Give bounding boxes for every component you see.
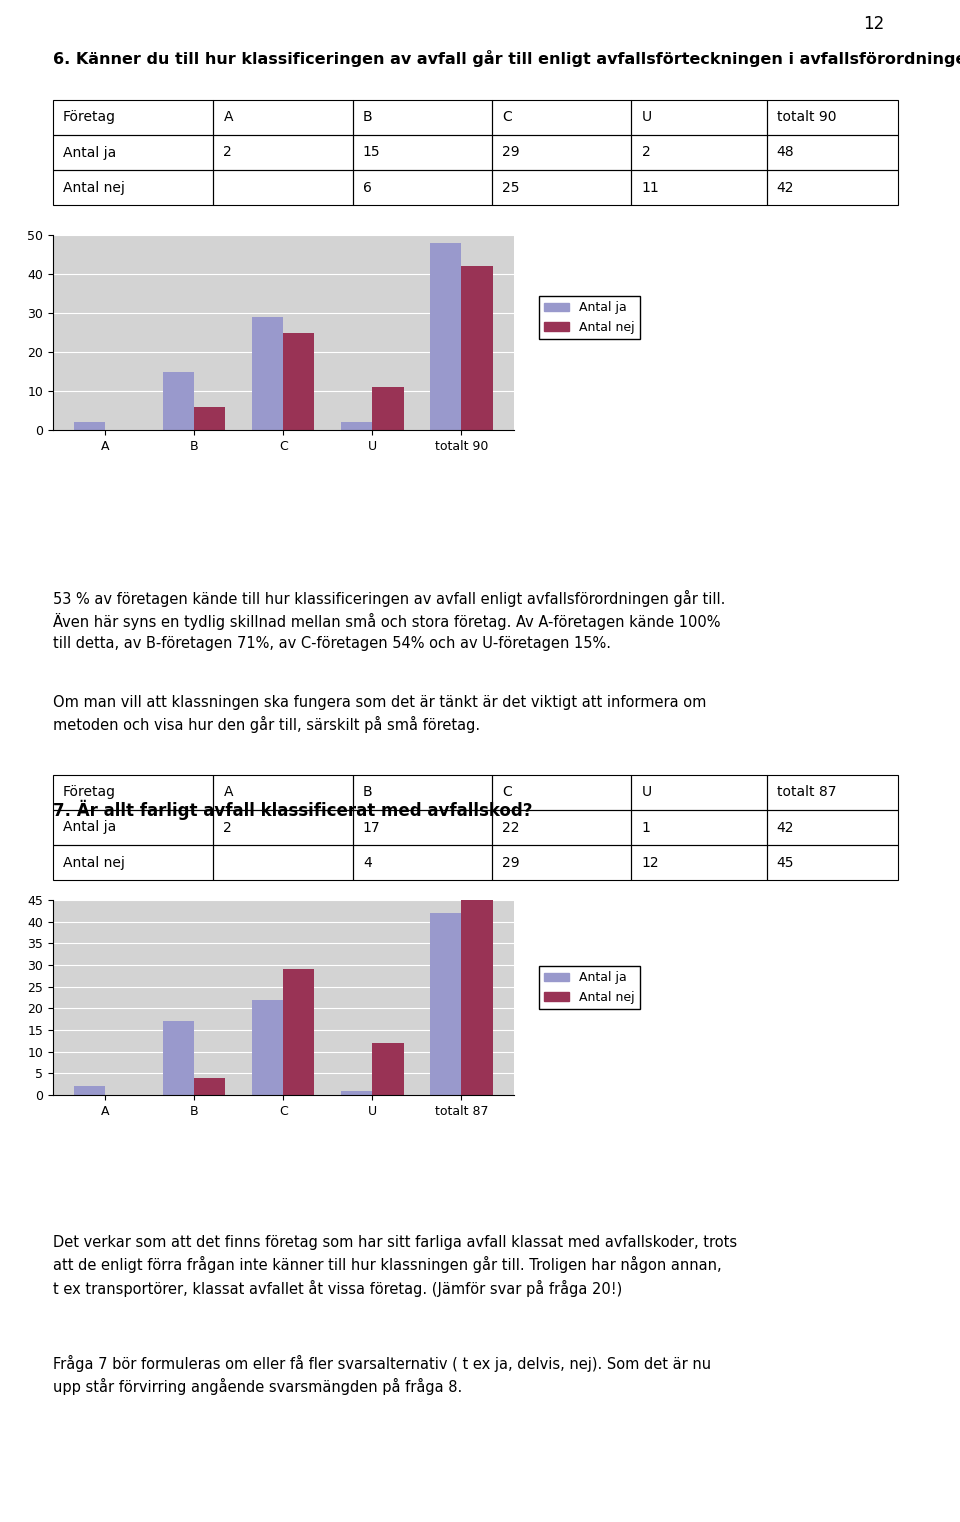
Bar (767, 170, 898, 205)
Bar (53, 845, 213, 880)
Text: C: C (502, 111, 512, 125)
Text: 53 % av företagen kände till hur klassificeringen av avfall enligt avfallsförord: 53 % av företagen kände till hur klassif… (53, 591, 725, 651)
Bar (53, 775, 213, 810)
Bar (194, 1078, 226, 1094)
Text: Antal nej: Antal nej (63, 855, 125, 869)
Text: 4: 4 (363, 855, 372, 869)
Text: totalt 87: totalt 87 (777, 785, 836, 799)
Bar (213, 100, 352, 135)
Text: Antal ja: Antal ja (63, 146, 116, 160)
Legend: Antal ja, Antal nej: Antal ja, Antal nej (540, 966, 639, 1009)
Text: 17: 17 (363, 820, 380, 834)
Bar (767, 775, 898, 810)
Legend: Antal ja, Antal nej: Antal ja, Antal nej (540, 297, 639, 338)
Bar (352, 170, 492, 205)
Text: 29: 29 (502, 146, 520, 160)
Bar (53, 810, 213, 845)
Bar (53, 100, 213, 135)
Bar (492, 775, 632, 810)
Text: Antal nej: Antal nej (63, 181, 125, 195)
Bar (352, 100, 492, 135)
Bar (492, 845, 632, 880)
Text: U: U (641, 785, 652, 799)
Bar (352, 775, 492, 810)
Text: Det verkar som att det finns företag som har sitt farliga avfall klassat med avf: Det verkar som att det finns företag som… (53, 1234, 737, 1297)
Text: 42: 42 (777, 820, 794, 834)
Bar (632, 845, 767, 880)
Text: A: A (224, 785, 233, 799)
Text: 25: 25 (502, 181, 519, 195)
Bar (213, 135, 352, 170)
Bar (352, 845, 492, 880)
Bar (283, 332, 314, 431)
Text: 42: 42 (777, 181, 794, 195)
Text: 45: 45 (777, 855, 794, 869)
Bar (213, 775, 352, 810)
Bar (53, 170, 213, 205)
Bar (492, 170, 632, 205)
Text: 15: 15 (363, 146, 380, 160)
Bar (632, 100, 767, 135)
Text: 12: 12 (863, 15, 884, 33)
Bar (352, 135, 492, 170)
Text: 11: 11 (641, 181, 660, 195)
Bar (372, 1043, 403, 1094)
Text: Företag: Företag (63, 785, 116, 799)
Text: 12: 12 (641, 855, 660, 869)
Bar (492, 135, 632, 170)
Bar (767, 845, 898, 880)
Text: 2: 2 (224, 146, 232, 160)
Bar (632, 775, 767, 810)
Bar (632, 170, 767, 205)
Text: 6. Känner du till hur klassificeringen av avfall går till enligt avfallsförteckn: 6. Känner du till hur klassificeringen a… (53, 50, 960, 67)
Bar (213, 170, 352, 205)
Text: 48: 48 (777, 146, 795, 160)
Bar (213, 810, 352, 845)
Text: C: C (502, 785, 512, 799)
Text: A: A (224, 111, 233, 125)
Bar (462, 900, 492, 1094)
Bar (352, 810, 492, 845)
Bar (163, 1021, 194, 1094)
Text: 2: 2 (641, 146, 650, 160)
Bar (341, 422, 372, 431)
Text: Fråga 7 bör formuleras om eller få fler svarsalternativ ( t ex ja, delvis, nej).: Fråga 7 bör formuleras om eller få fler … (53, 1355, 711, 1396)
Bar (283, 970, 314, 1094)
Text: 6: 6 (363, 181, 372, 195)
Text: 1: 1 (641, 820, 651, 834)
Text: 22: 22 (502, 820, 519, 834)
Text: 7. Är allt farligt avfall klassificerat med avfallskod?: 7. Är allt farligt avfall klassificerat … (53, 801, 532, 820)
Bar (767, 135, 898, 170)
Bar (372, 387, 403, 431)
Text: Antal ja: Antal ja (63, 820, 116, 834)
Bar (252, 1000, 283, 1094)
Bar (74, 422, 105, 431)
Bar (341, 1091, 372, 1094)
Text: B: B (363, 111, 372, 125)
Bar (194, 406, 226, 431)
Text: B: B (363, 785, 372, 799)
Text: Företag: Företag (63, 111, 116, 125)
Bar (213, 845, 352, 880)
Bar (767, 810, 898, 845)
Bar (252, 317, 283, 431)
Bar (430, 244, 462, 431)
Bar (632, 135, 767, 170)
Text: totalt 90: totalt 90 (777, 111, 836, 125)
Bar (492, 810, 632, 845)
Bar (462, 266, 492, 431)
Text: 2: 2 (224, 820, 232, 834)
Bar (632, 810, 767, 845)
Text: U: U (641, 111, 652, 125)
Text: 29: 29 (502, 855, 520, 869)
Bar (430, 913, 462, 1094)
Bar (53, 135, 213, 170)
Bar (767, 100, 898, 135)
Bar (492, 100, 632, 135)
Bar (163, 371, 194, 431)
Bar (74, 1087, 105, 1094)
Text: Om man vill att klassningen ska fungera som det är tänkt är det viktigt att info: Om man vill att klassningen ska fungera … (53, 696, 707, 734)
